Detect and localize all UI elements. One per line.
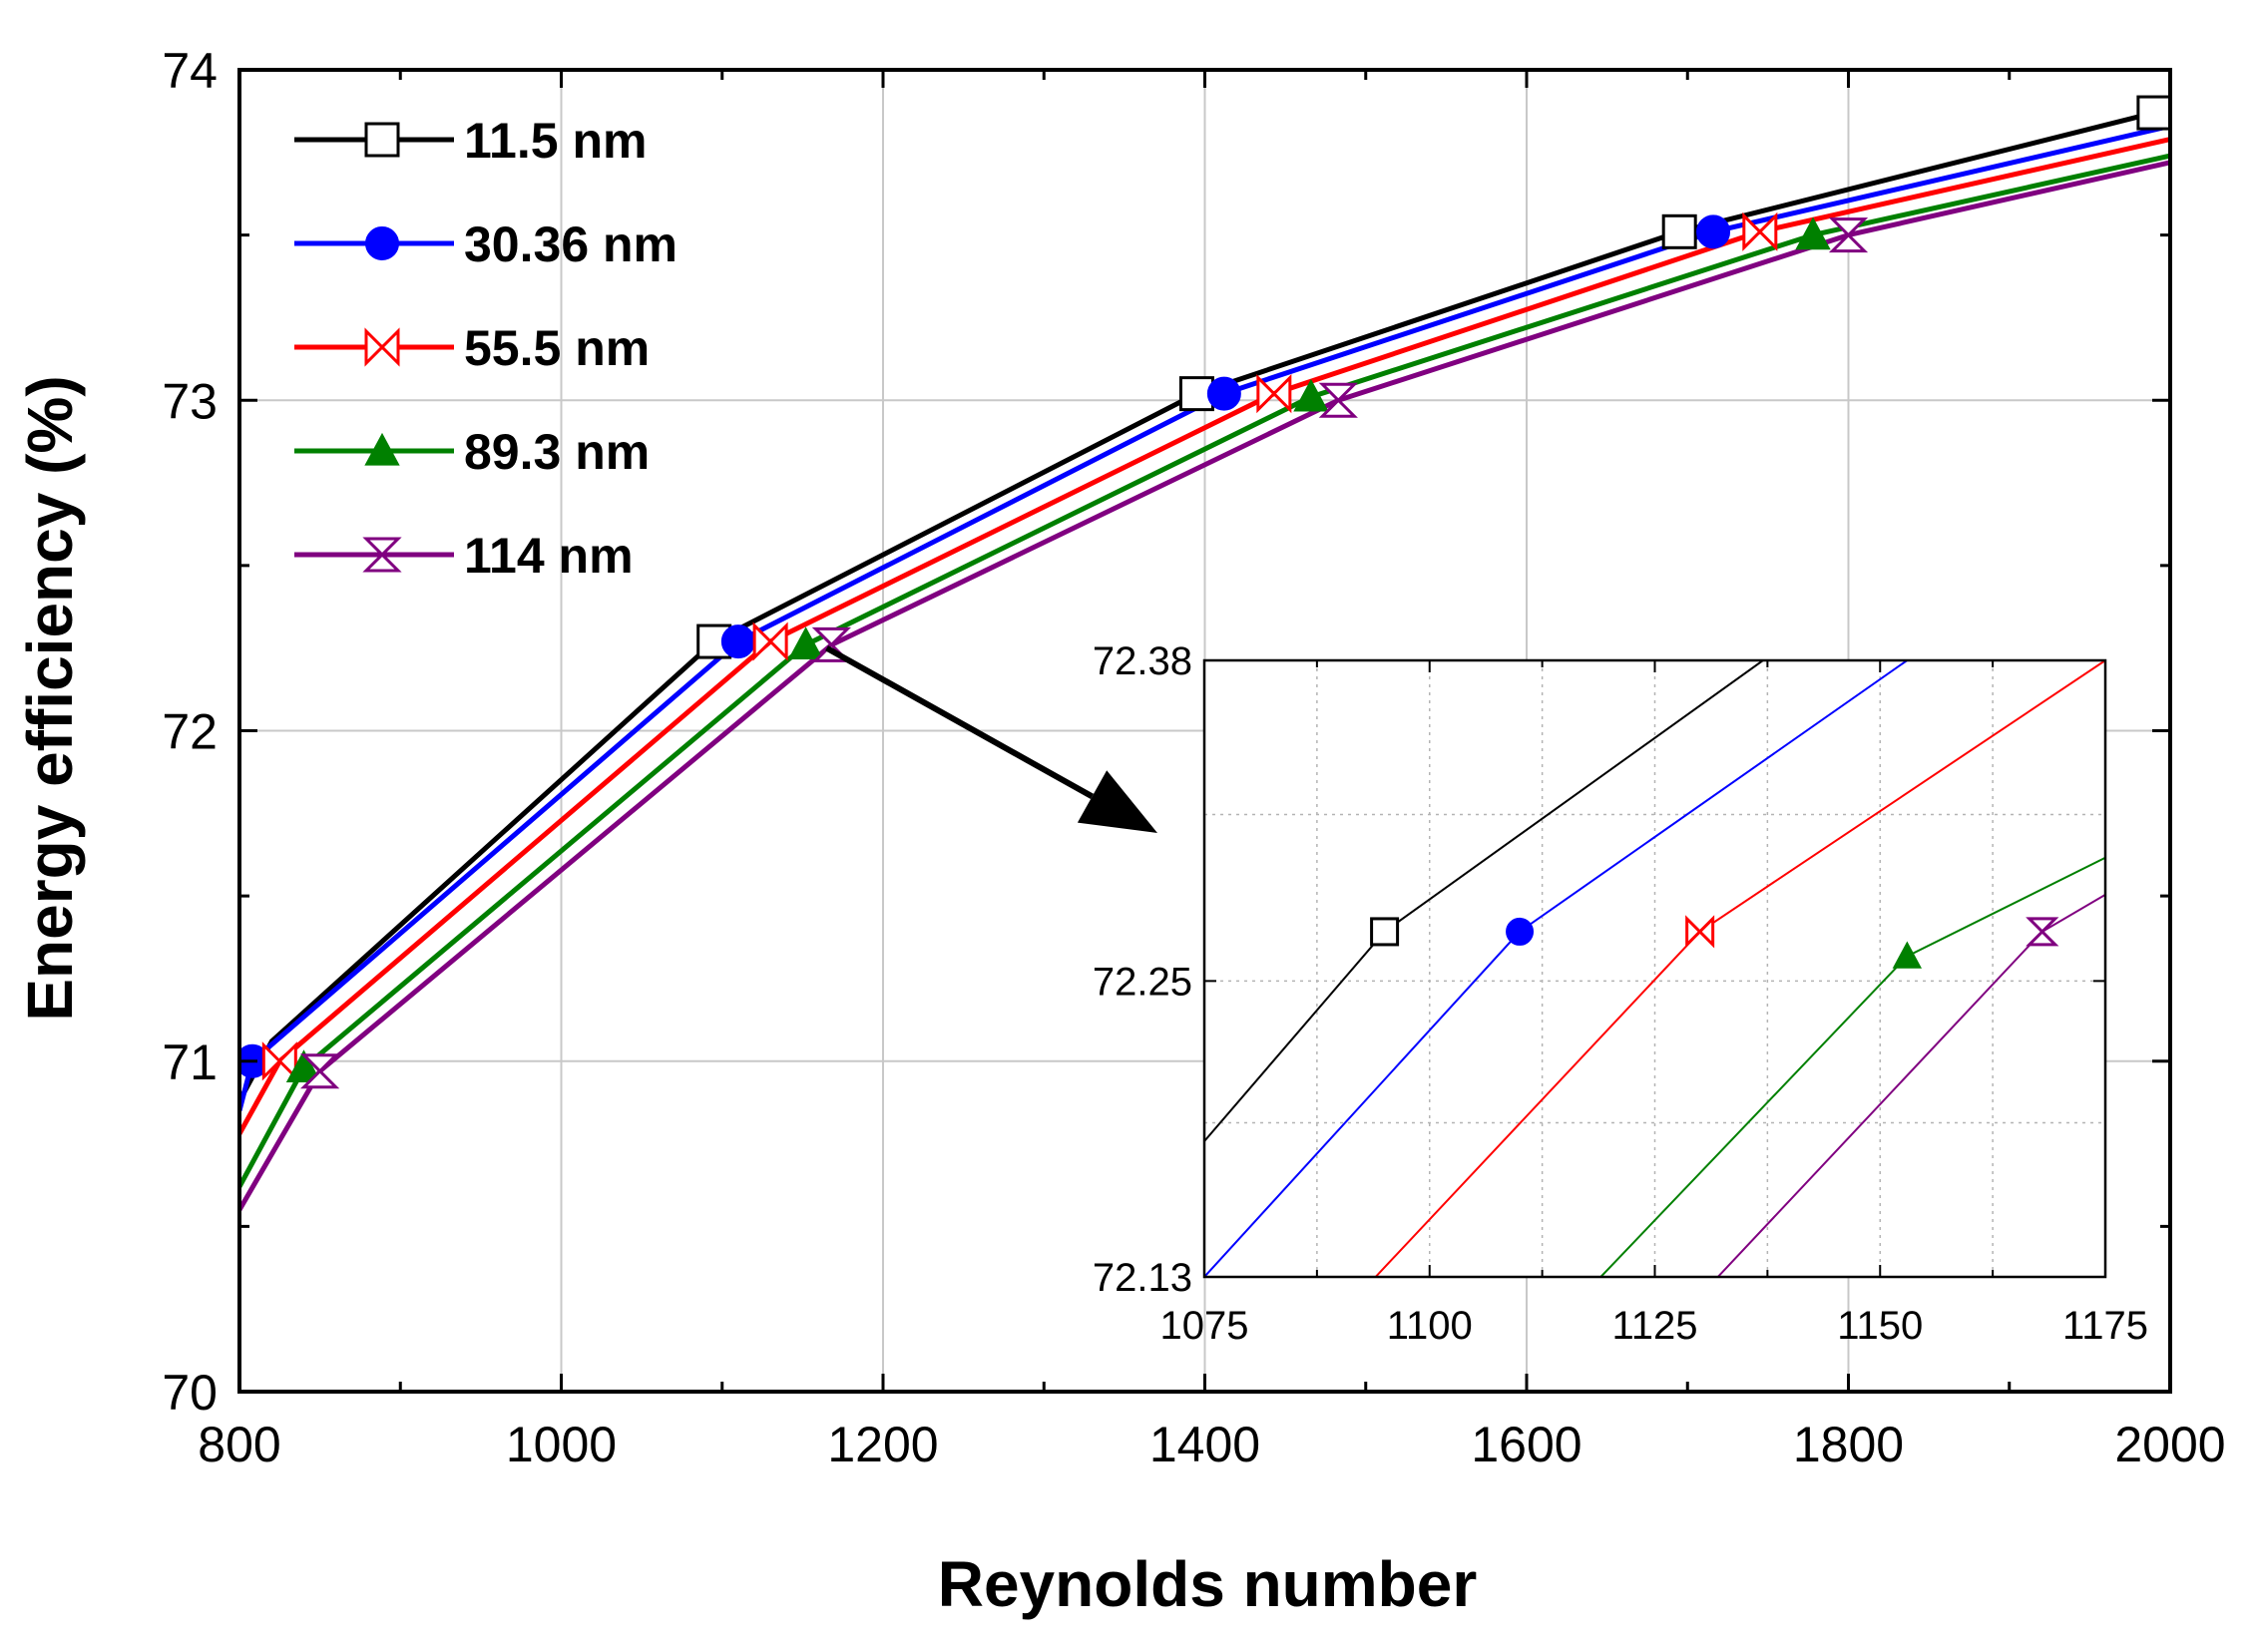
inset-data-point-114-nm bbox=[2026, 917, 2059, 947]
data-point-55-5-nm bbox=[752, 621, 788, 661]
y-tick-label: 74 bbox=[162, 43, 218, 99]
legend-marker bbox=[364, 327, 400, 367]
inset-background bbox=[1204, 660, 2105, 1277]
y-axis-title: Energy efficiency (%) bbox=[14, 375, 86, 1021]
legend-label: 30.36 nm bbox=[464, 216, 678, 272]
data-point-11-5-nm bbox=[2136, 95, 2170, 131]
x-tick-label: 800 bbox=[198, 1417, 280, 1472]
data-point-30-36-nm bbox=[720, 624, 755, 659]
inset-x-tick-label: 1075 bbox=[1160, 1304, 1249, 1348]
series-line-89-3-nm bbox=[239, 153, 2170, 1188]
inset-data-point-55-5-nm bbox=[1685, 915, 1715, 949]
inset-y-tick-label: 72.25 bbox=[1093, 960, 1192, 1004]
data-point-89-3-nm bbox=[787, 626, 824, 659]
legend-marker bbox=[364, 432, 400, 466]
data-point-89-3-nm bbox=[1795, 216, 1831, 250]
y-tick-label: 70 bbox=[162, 1365, 218, 1421]
legend-label: 55.5 nm bbox=[464, 320, 650, 376]
data-point-55-5-nm bbox=[261, 1041, 297, 1081]
y-tick-label: 71 bbox=[162, 1034, 218, 1090]
arrow-shaft bbox=[825, 645, 1095, 800]
data-point-89-3-nm bbox=[1293, 378, 1329, 412]
x-axis-title: Reynolds number bbox=[938, 1548, 1478, 1620]
inset-plot-area bbox=[1204, 660, 2105, 1277]
x-tick-label: 1400 bbox=[1149, 1417, 1260, 1472]
legend-marker bbox=[365, 226, 399, 260]
inset-data-point-30-36-nm bbox=[1506, 917, 1535, 946]
inset-x-tick-label: 1100 bbox=[1387, 1304, 1473, 1348]
legend-item-89-3-nm: 89.3 nm bbox=[294, 424, 650, 480]
inset-y-tick-label: 72.38 bbox=[1093, 639, 1192, 683]
legend-marker bbox=[362, 537, 402, 573]
data-point-30-36-nm bbox=[1696, 214, 1731, 249]
data-point-89-3-nm bbox=[285, 1049, 322, 1082]
legend-item-114-nm: 114 nm bbox=[294, 528, 634, 584]
legend-item-30-36-nm: 30.36 nm bbox=[294, 216, 678, 272]
inset-data-point-89-3-nm bbox=[1892, 941, 1923, 969]
legend: 11.5 nm 30.36 nm 55.5 nm 89.3 nm 114 nm bbox=[294, 113, 678, 584]
main-plot-area bbox=[239, 95, 2170, 1212]
arrow-head bbox=[1077, 770, 1157, 833]
legend-label: 11.5 nm bbox=[464, 113, 647, 169]
y-tick-label: 72 bbox=[162, 704, 218, 760]
data-point-114-nm bbox=[300, 1053, 340, 1089]
series-line-55-5-nm bbox=[239, 137, 2170, 1135]
data-point-30-36-nm bbox=[1206, 376, 1241, 411]
x-tick-label: 1800 bbox=[1793, 1417, 1904, 1472]
y-tick-label: 73 bbox=[162, 373, 218, 429]
x-tick-label: 1200 bbox=[827, 1417, 938, 1472]
x-tick-label: 2000 bbox=[2114, 1417, 2225, 1472]
inset-x-tick-label: 1175 bbox=[2062, 1304, 2148, 1348]
inset-x-tick-label: 1125 bbox=[1611, 1304, 1697, 1348]
data-point-55-5-nm bbox=[1742, 211, 1778, 251]
zoom-arrow bbox=[825, 645, 1157, 833]
main-ticks: 800 1000 1200 1400 1600 1800 2000 70 71 72 73 74 bbox=[162, 43, 2225, 1472]
inset-x-tick-label: 1150 bbox=[1837, 1304, 1923, 1348]
data-point-55-5-nm bbox=[1256, 374, 1292, 414]
x-tick-label: 1000 bbox=[506, 1417, 617, 1472]
inset-data-point-11-5-nm bbox=[1370, 917, 1400, 947]
data-point-11-5-nm bbox=[1661, 213, 1697, 249]
legend-label: 114 nm bbox=[464, 528, 634, 584]
inset-y-tick-label: 72.13 bbox=[1093, 1256, 1192, 1300]
data-point-114-nm bbox=[1318, 382, 1358, 418]
legend-label: 89.3 nm bbox=[464, 424, 650, 480]
inset-chart: 1075 1100 1125 1150 1175 72.13 72.25 72.38 bbox=[1093, 639, 2148, 1348]
x-tick-label: 1600 bbox=[1471, 1417, 1581, 1472]
legend-item-55-5-nm: 55.5 nm bbox=[294, 320, 650, 376]
series-line-114-nm bbox=[239, 160, 2170, 1212]
legend-marker bbox=[364, 122, 400, 158]
data-point-114-nm bbox=[1828, 217, 1869, 253]
legend-item-11-5-nm: 11.5 nm bbox=[294, 113, 647, 169]
